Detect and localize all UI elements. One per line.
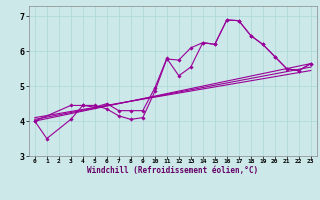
- X-axis label: Windchill (Refroidissement éolien,°C): Windchill (Refroidissement éolien,°C): [87, 166, 258, 175]
